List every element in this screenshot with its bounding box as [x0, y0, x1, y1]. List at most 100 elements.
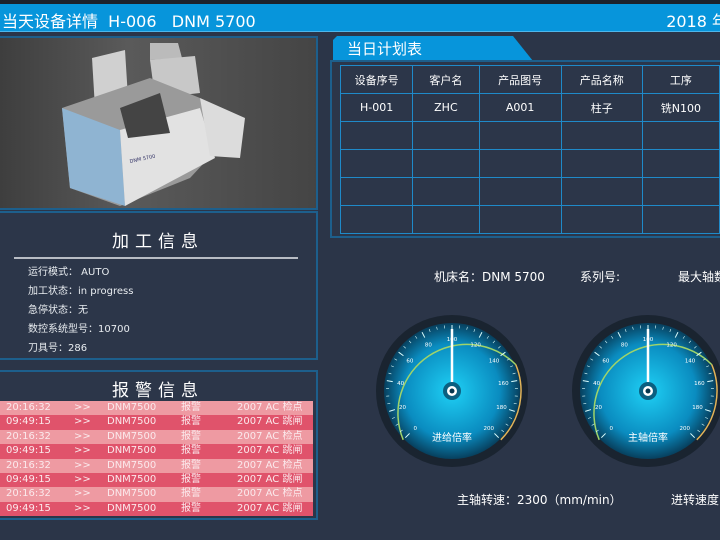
- column-header: 客户名: [412, 65, 480, 94]
- gauge-tick: [585, 409, 592, 412]
- table-cell: [478, 177, 562, 206]
- machine-name: 机床名：DNM 5700: [434, 268, 545, 285]
- alarm-type: 报警: [181, 459, 201, 471]
- gauge-tick: [428, 328, 431, 332]
- alarm-time: 20:16:32: [6, 459, 51, 471]
- gauge-arc-green: [593, 343, 713, 441]
- spindle-speed: 主轴转速：2300（mm/min）: [457, 493, 622, 507]
- table-cell: [560, 149, 643, 178]
- feed-speed-label: 进转速度: [671, 493, 720, 507]
- gauge-tick: [702, 358, 706, 361]
- alarm-msg: 2007 AC 检点: [237, 402, 303, 413]
- gauge-tick: [662, 326, 664, 330]
- info-row: 刀具号：286: [28, 339, 87, 354]
- column-header: 产品图号: [478, 65, 562, 94]
- gauge-tick: [594, 351, 600, 357]
- gauge-tick: [390, 365, 394, 368]
- gauge-tick: [694, 345, 697, 349]
- table-cell: [478, 149, 562, 178]
- table-cell: [339, 205, 414, 234]
- gauge-tick: [395, 423, 399, 426]
- gauge-tick: [669, 328, 672, 332]
- info-value: in progress: [78, 286, 134, 297]
- alarm-time: 20:16:32: [6, 430, 51, 442]
- table-row[interactable]: H-001 ZHC A001 柱子 铣N100: [339, 93, 720, 122]
- column-header: 产品名称: [560, 65, 643, 94]
- alarm-row[interactable]: 09:49:15 >> DNM7500 报警 2007 AC 跳闸: [0, 444, 313, 459]
- header-date: 2018 年: [666, 12, 720, 31]
- table-cell: H-001: [339, 93, 414, 122]
- gauge-tick: [408, 340, 412, 344]
- alarm-msg: 2007 AC 跳闸: [237, 474, 303, 485]
- alarm-row[interactable]: 20:16:32 >> DNM7500 报警 2007 AC 检点: [0, 458, 313, 473]
- info-label: 数控系统型号：: [28, 324, 98, 335]
- gauge-tick: [617, 331, 622, 338]
- gauge-tick: [403, 345, 406, 349]
- gauge-tick: [591, 423, 595, 426]
- gauge-tick: [478, 331, 483, 338]
- table-cell: [478, 121, 562, 150]
- gauge-tick: [398, 351, 404, 357]
- gauge-hub-center: [645, 388, 651, 394]
- gauge-tick: [473, 328, 476, 332]
- tab-daily-plan[interactable]: 当日计划表: [333, 36, 533, 61]
- gauge-tick: [421, 331, 426, 338]
- alarm-row[interactable]: 20:16:32 >> DNM7500 报警 2007 AC 检点: [0, 487, 313, 502]
- alarm-arrow: >>: [74, 488, 91, 500]
- info-value: 无: [78, 305, 88, 316]
- gauge-tick-label: 60: [602, 358, 609, 364]
- gauge-tick-label: 160: [694, 381, 705, 387]
- gauge-arc-green: [397, 343, 517, 441]
- table-row[interactable]: [339, 121, 720, 150]
- alarm-type: 报警: [181, 445, 201, 457]
- table-row[interactable]: [339, 177, 720, 206]
- gauge-tick: [391, 417, 395, 419]
- alarm-machine: DNM7500: [107, 488, 157, 500]
- gauge-tick-label: 120: [666, 343, 677, 349]
- info-row: 运行模式： AUTO: [28, 263, 109, 278]
- gauge-tick: [498, 345, 501, 349]
- gauge-hub-center: [449, 388, 455, 394]
- alarm-msg: 2007 AC 跳闸: [237, 445, 303, 457]
- alarm-time: 09:49:15: [6, 445, 51, 457]
- alarm-machine: DNM7500: [107, 430, 157, 442]
- gauge-tick: [600, 433, 606, 439]
- info-row: 急停状态：无: [28, 301, 88, 316]
- alarm-msg: 2007 AC 检点: [237, 488, 303, 500]
- gauge-tick: [509, 417, 513, 419]
- table-row[interactable]: [339, 149, 720, 178]
- machine-name-label: 机床名：: [434, 270, 483, 284]
- gauge-tick: [707, 380, 714, 383]
- alarm-msg: 2007 AC 跳闸: [237, 416, 303, 428]
- column-header: 工序: [641, 65, 720, 94]
- alarm-time: 09:49:15: [6, 416, 51, 428]
- gauge-tick: [587, 417, 591, 419]
- gauge-tick: [595, 429, 599, 433]
- alarm-type: 报警: [181, 488, 201, 500]
- gauge-tick-label: 140: [685, 358, 696, 364]
- table-cell: [641, 149, 720, 178]
- info-row: 加工状态：in progress: [28, 282, 133, 297]
- alarm-arrow: >>: [74, 430, 91, 442]
- alarm-row[interactable]: 20:16:32 >> DNM7500 报警 2007 AC 检点: [0, 429, 313, 445]
- alarm-type: 报警: [181, 430, 201, 442]
- alarm-row[interactable]: 20:16:32 >> DNM7500 报警 2007 AC 检点: [0, 401, 313, 416]
- alarm-row[interactable]: 09:49:15 >> DNM7500 报警 2007 AC 跳闸: [0, 501, 313, 517]
- alarm-machine: DNM7500: [107, 459, 157, 471]
- gauge-tick-label: 80: [621, 343, 628, 349]
- alarm-machine: DNM7500: [107, 474, 157, 485]
- table-row[interactable]: [339, 205, 720, 234]
- gauge-tick-label: 80: [425, 343, 432, 349]
- alarm-row[interactable]: 09:49:15 >> DNM7500 报警 2007 AC 跳闸: [0, 415, 313, 430]
- info-label: 运行模式：: [28, 267, 78, 278]
- gauge-tick: [492, 340, 496, 344]
- alarm-msg: 2007 AC 跳闸: [237, 502, 303, 514]
- table-cell: [560, 177, 643, 206]
- gauge-tick: [590, 358, 594, 361]
- gauge-tick-label: 200: [484, 426, 495, 432]
- gauge-tick: [688, 340, 692, 344]
- gauge-tick: [415, 335, 418, 339]
- info-row: 数控系统型号：10700: [28, 320, 130, 335]
- alarm-info-title: 报警信息: [112, 381, 204, 401]
- alarm-row[interactable]: 09:49:15 >> DNM7500 报警 2007 AC 跳闸: [0, 473, 313, 488]
